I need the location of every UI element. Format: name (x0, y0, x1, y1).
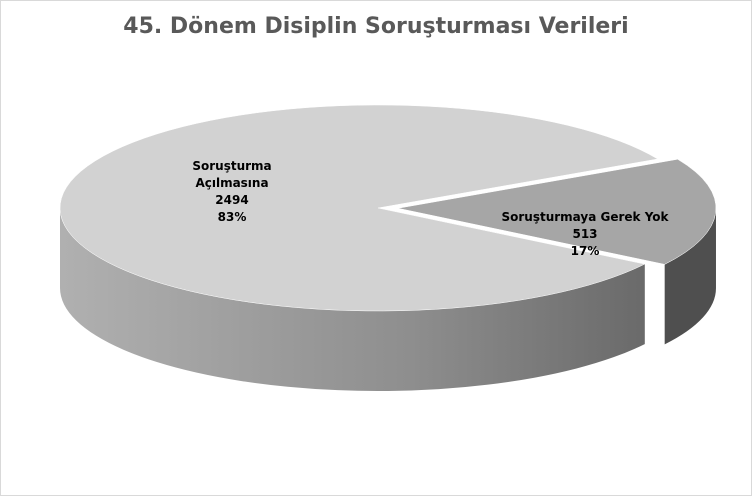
chart-title: 45. Dönem Disiplin Soruşturması Verileri (123, 14, 629, 39)
value-label: 513 (572, 227, 598, 241)
slice-wall (664, 208, 716, 345)
category-label: Soruşturma Açılmasına (192, 159, 272, 190)
value-label: 2494 (215, 193, 249, 207)
slice (59, 104, 659, 312)
slice-wall (60, 208, 645, 392)
data-label: Soruşturmaya Gerek Yok 513 17% (500, 209, 670, 260)
slice (397, 158, 717, 265)
data-label: Soruşturma Açılmasına 2494 83% (170, 158, 294, 226)
percent-label: 83% (217, 210, 247, 224)
percent-label: 17% (570, 244, 600, 258)
category-label: Soruşturmaya Gerek Yok (501, 210, 669, 224)
